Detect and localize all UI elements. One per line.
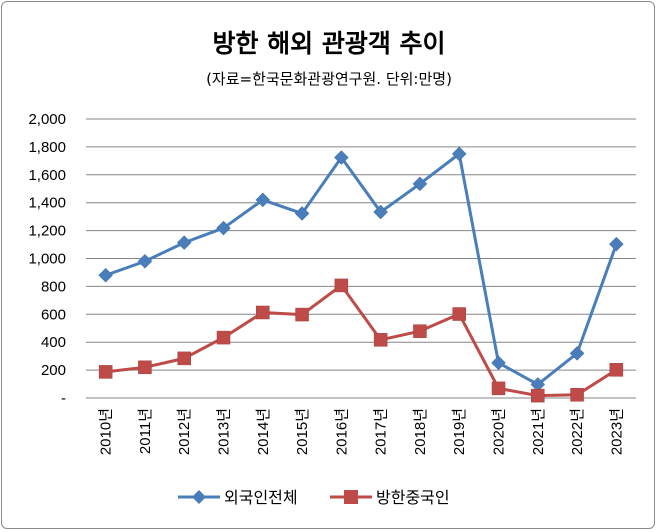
- y-tick-label: 400: [41, 334, 66, 351]
- data-point-diamond: [98, 267, 113, 283]
- data-point-square: [177, 351, 191, 366]
- x-tick-label: 2023년: [608, 408, 625, 455]
- chart-subtitle: (자료=한국문화관광연구원. 단위:만명): [206, 70, 452, 88]
- data-point-diamond: [491, 355, 506, 371]
- x-tick-label: 2016년: [333, 408, 350, 455]
- y-tick-label: 1,600: [28, 167, 66, 184]
- series-line-1: [105, 152, 618, 386]
- x-tick-label: 2014년: [255, 408, 272, 455]
- data-point-square: [295, 307, 309, 322]
- x-tick-label: 2012년: [176, 408, 193, 455]
- data-point-square: [531, 388, 545, 403]
- data-point-square: [452, 307, 466, 321]
- data-point-diamond: [569, 346, 585, 361]
- data-point-diamond: [294, 206, 310, 221]
- data-point-square: [334, 278, 349, 293]
- data-point-diamond: [255, 192, 271, 208]
- data-point-square: [216, 330, 231, 345]
- x-tick-label: 2019년: [451, 408, 468, 455]
- y-tick-label: 1,000: [28, 251, 66, 268]
- y-tick-label: 1,800: [28, 139, 66, 156]
- data-point-square: [373, 333, 388, 347]
- x-tick-label: 2010년: [98, 408, 115, 455]
- legend-label: 방한중국인: [376, 488, 450, 507]
- data-point-diamond: [412, 176, 428, 192]
- legend-marker-square: [344, 490, 358, 504]
- x-tick-label: 2011년: [137, 408, 154, 454]
- x-tick-label: 2017년: [373, 408, 390, 455]
- data-point-diamond: [609, 236, 624, 252]
- y-tick-label: 1,400: [28, 195, 66, 212]
- data-point-diamond: [451, 146, 467, 162]
- y-tick-label: 1,200: [28, 223, 66, 240]
- x-tick-label: 2021년: [530, 408, 547, 455]
- data-point-diamond: [216, 220, 231, 236]
- legend-marker-diamond: [192, 490, 206, 504]
- chart-title: 방한 해외 관광객 추이: [212, 29, 446, 58]
- y-tick-label: 200: [41, 362, 66, 379]
- x-tick-label: 2013년: [216, 408, 233, 455]
- data-point-square: [138, 360, 152, 375]
- data-point-square: [609, 363, 624, 377]
- data-point-diamond: [137, 253, 153, 269]
- data-point-diamond: [373, 204, 388, 220]
- data-point-diamond: [176, 235, 192, 250]
- x-tick-label: 2022년: [569, 408, 586, 455]
- data-point-square: [570, 388, 584, 402]
- y-tick-label: 2,000: [28, 111, 66, 128]
- y-tick-label: -: [61, 390, 66, 407]
- data-point-diamond: [334, 150, 349, 165]
- legend-label: 외국인전체: [224, 488, 298, 507]
- data-point-square: [413, 324, 427, 338]
- x-tick-label: 2018년: [412, 408, 429, 455]
- data-point-square: [98, 365, 113, 379]
- x-tick-label: 2020년: [491, 408, 508, 455]
- y-tick-label: 800: [41, 278, 66, 295]
- data-point-square: [491, 381, 506, 396]
- y-tick-label: 600: [41, 306, 66, 323]
- data-point-square: [256, 305, 270, 320]
- x-tick-label: 2015년: [294, 408, 311, 455]
